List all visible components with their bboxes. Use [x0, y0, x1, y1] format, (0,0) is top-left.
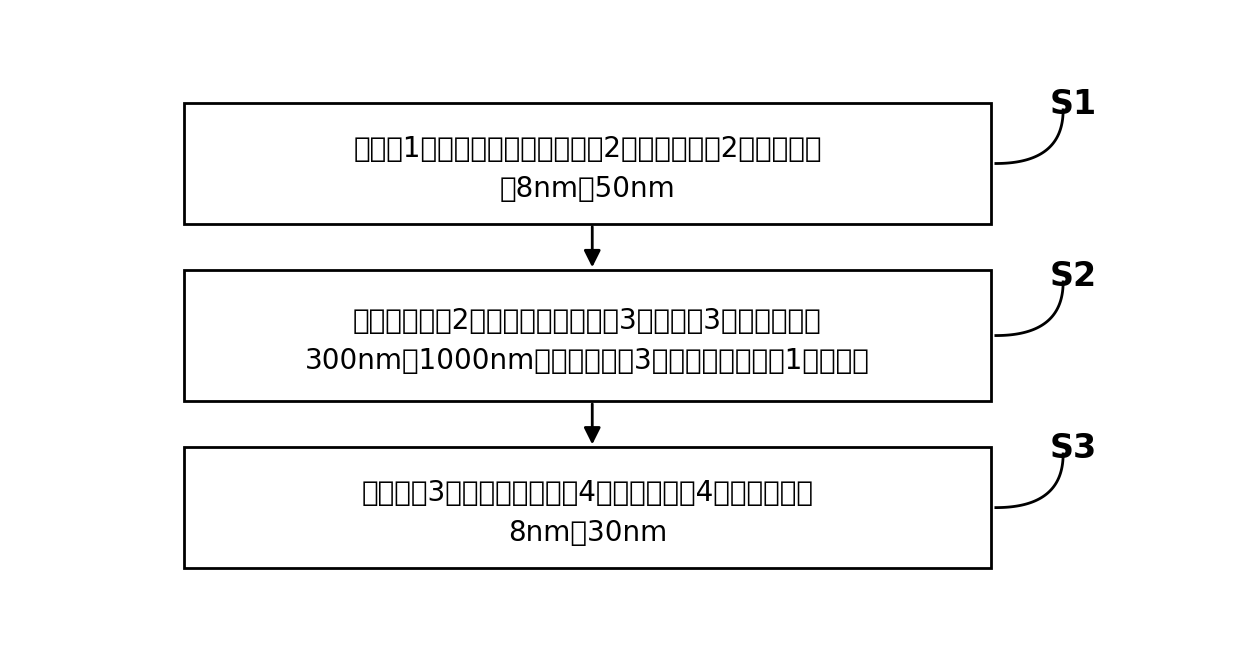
Text: 300nm～1000nm，并且绝缘层3的折射率小于棱镜1的折射率: 300nm～1000nm，并且绝缘层3的折射率小于棱镜1的折射率: [305, 347, 870, 375]
FancyBboxPatch shape: [184, 270, 991, 401]
Text: S1: S1: [1049, 88, 1096, 121]
Text: 8nm～30nm: 8nm～30nm: [508, 519, 667, 547]
Text: 在绝缘层3上制备第二金属层4，第二金属层4的厚度范围为: 在绝缘层3上制备第二金属层4，第二金属层4的厚度范围为: [361, 480, 813, 508]
Text: S2: S2: [1049, 260, 1096, 293]
Text: 为8nm～50nm: 为8nm～50nm: [500, 175, 676, 203]
Text: S3: S3: [1049, 432, 1096, 466]
Text: 在第一金属层2的底面上制备绝缘层3，绝缘层3的厚度范围为: 在第一金属层2的底面上制备绝缘层3，绝缘层3的厚度范围为: [353, 307, 822, 336]
FancyBboxPatch shape: [184, 103, 991, 224]
FancyBboxPatch shape: [184, 448, 991, 568]
Text: 在棱镜1的底面上制备第一金属层2，第一金属层2的厚度范围: 在棱镜1的底面上制备第一金属层2，第一金属层2的厚度范围: [353, 135, 822, 163]
